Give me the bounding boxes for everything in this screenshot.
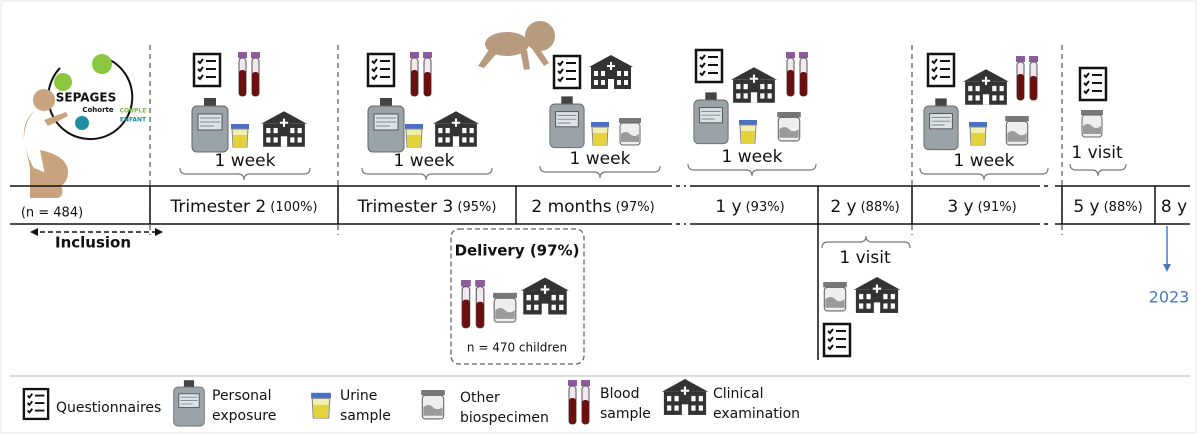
inclusion-n: (n = 484) [21, 206, 83, 221]
period-label: 2 months (97%) [531, 197, 654, 217]
duration: 1 week [394, 151, 455, 171]
duration: 1 week [722, 147, 783, 167]
period-label: Trimester 3 (95%) [357, 197, 497, 217]
period-dividers [149, 45, 1063, 235]
period-label: 8 y [1161, 197, 1187, 217]
period-label: 5 y (88%) [1073, 197, 1142, 217]
legend-label: Questionnaires [56, 400, 161, 416]
legend-label: Blood sample [600, 386, 651, 422]
timeline [10, 185, 1190, 225]
crawling-baby [478, 21, 555, 70]
legend-label: Other biospecimen [460, 390, 549, 426]
legend-label: Clinical examination [713, 386, 800, 422]
logo-sub: Cohorte [82, 106, 114, 114]
pregnant-woman [23, 89, 68, 198]
arrow-label: 2023 [1149, 288, 1190, 307]
logo: SEPAGES Cohorte COUPLE ENFANT [47, 54, 147, 141]
delivery-n: n = 470 children [467, 341, 567, 355]
two-year-visit: 1 visit [839, 248, 891, 268]
inclusion-label: Inclusion [55, 234, 131, 252]
delivery-title: Delivery (97%) [455, 242, 580, 260]
logo-enfant: ENFANT [120, 117, 147, 124]
period-label: 2 y (88%) [830, 197, 899, 217]
legend: Questionnaires Personal exposure Urine sam… [22, 378, 800, 427]
arrow-2023 [1163, 226, 1171, 272]
delivery-box [450, 228, 585, 365]
period-label: 1 y (93%) [715, 197, 784, 217]
solid-dividers [149, 186, 1156, 360]
period-label: Trimester 2 (100%) [169, 197, 317, 217]
logo-couple: COUPLE [120, 108, 147, 115]
period-label: 3 y (91%) [947, 197, 1016, 217]
legend-label: Personal exposure [212, 388, 276, 424]
legend-label: Urine sample [340, 388, 391, 424]
inclusion-arrow [30, 228, 163, 236]
braces [179, 163, 1127, 249]
duration: 1 week [570, 149, 631, 169]
duration: 1 week [215, 151, 276, 171]
logo-name: SEPAGES [56, 91, 117, 105]
duration: 1 visit [1071, 143, 1123, 163]
duration: 1 week [954, 151, 1015, 171]
